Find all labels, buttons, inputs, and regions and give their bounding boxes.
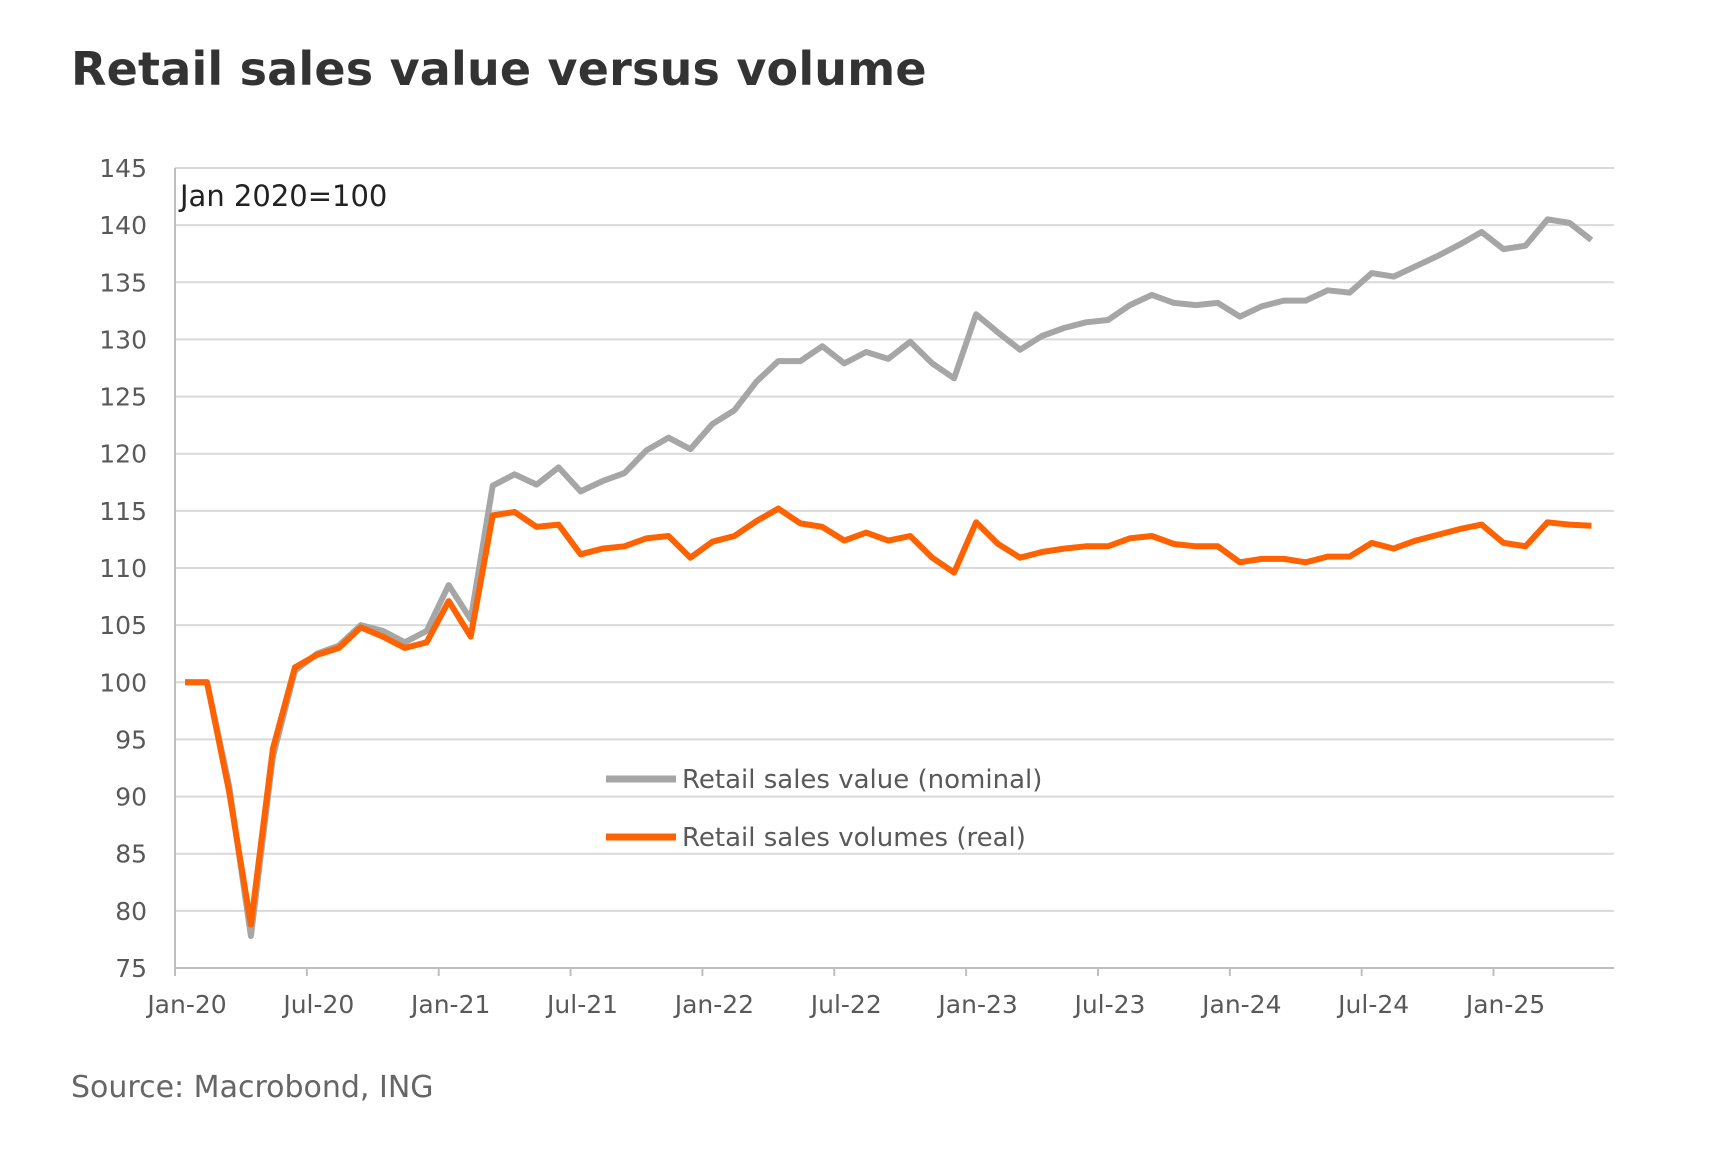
x-tick-label: Jan-23	[936, 990, 1017, 1019]
x-tick-label: Jul-23	[1072, 990, 1145, 1019]
legend: Retail sales value (nominal) Retail sale…	[606, 765, 1042, 853]
gridlines	[175, 167, 1614, 912]
y-tick-label: 145	[99, 154, 147, 183]
y-tick-label: 95	[115, 725, 147, 754]
x-tick-label: Jan-20	[145, 990, 226, 1019]
series-line-real-volume	[185, 505, 1592, 928]
y-tick-label: 100	[99, 668, 147, 697]
y-tick-label: 110	[99, 554, 147, 583]
series-line-nominal-value	[185, 216, 1594, 939]
x-tick-label: Jan-22	[673, 990, 754, 1019]
x-tick-label: Jul-24	[1336, 990, 1409, 1019]
index-base-annotation: Jan 2020=100	[178, 179, 387, 213]
legend-label-real: Retail sales volumes (real)	[682, 823, 1026, 853]
y-tick-label: 105	[99, 611, 147, 640]
y-tick-label: 135	[99, 268, 147, 297]
x-tick-label: Jan-25	[1464, 990, 1545, 1019]
x-tick-label: Jul-20	[281, 990, 354, 1019]
x-tick-label: Jul-22	[809, 990, 882, 1019]
y-tick-label: 75	[115, 954, 147, 983]
x-tick-label: Jan-24	[1200, 990, 1281, 1019]
x-tick-label: Jul-21	[545, 990, 618, 1019]
y-tick-label: 90	[115, 783, 147, 812]
y-axis-ticks: 145 140 135 130 125 120 115 110 105 100 95 90 85 80 75	[99, 154, 147, 983]
legend-label-nominal: Retail sales value (nominal)	[682, 765, 1042, 795]
y-tick-label: 140	[99, 211, 147, 240]
y-tick-label: 80	[115, 897, 147, 926]
y-tick-label: 115	[99, 497, 147, 526]
y-tick-label: 125	[99, 383, 147, 412]
chart-title: Retail sales value versus volume	[71, 42, 927, 96]
x-tick-label: Jan-21	[409, 990, 490, 1019]
y-tick-label: 85	[115, 840, 147, 869]
axes	[174, 168, 1614, 969]
source-note: Source: Macrobond, ING	[71, 1070, 434, 1105]
y-tick-label: 120	[99, 440, 147, 469]
x-axis-ticks: Jan-20 Jul-20 Jan-21 Jul-21 Jan-22 Jul-22 Jan-…	[145, 968, 1545, 1019]
y-tick-label: 130	[99, 325, 147, 354]
series-lines	[185, 216, 1594, 939]
